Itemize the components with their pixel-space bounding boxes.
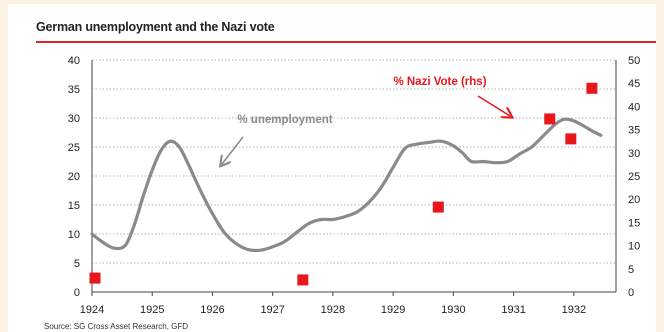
nazi-vote-arrow bbox=[477, 95, 510, 116]
y-tick-label: 40 bbox=[68, 55, 80, 67]
axes: 0 5 10 15 20 25 30 35 40 0 5 10 15 20 25 30 35 40 45 50 1924… bbox=[68, 55, 641, 316]
x-tick-label: 1931 bbox=[501, 304, 525, 316]
series-layer bbox=[89, 82, 603, 286]
nazi-vote-marker bbox=[432, 201, 444, 213]
title-rule bbox=[36, 41, 656, 43]
y-tick-label: 15 bbox=[68, 200, 80, 212]
x-tick-label: 1924 bbox=[80, 304, 104, 316]
y2-tick-label: 5 bbox=[628, 264, 634, 276]
y2-tick-label: 10 bbox=[628, 241, 640, 253]
x-tick-label: 1926 bbox=[200, 304, 224, 316]
unemployment-annotation: % unemployment bbox=[237, 114, 332, 126]
y2-tick-label: 40 bbox=[628, 101, 640, 113]
x-tick-label: 1928 bbox=[321, 304, 345, 316]
nazi-vote-marker bbox=[89, 272, 101, 284]
y-tick-label: 25 bbox=[68, 142, 80, 154]
y2-tick-label: 50 bbox=[628, 55, 640, 67]
unemployment-line bbox=[90, 117, 603, 253]
x-tick-label: 1925 bbox=[140, 304, 164, 316]
y-tick-label: 10 bbox=[68, 229, 80, 241]
source-note: Source: SG Cross Asset Research, GFD bbox=[44, 322, 189, 331]
unemployment-arrow bbox=[222, 136, 244, 164]
x-tick-label: 1930 bbox=[441, 304, 465, 316]
y-tick-label: 5 bbox=[74, 258, 80, 270]
y2-tick-label: 30 bbox=[628, 148, 640, 160]
y2-tick-label: 20 bbox=[628, 194, 640, 206]
y-tick-label: 20 bbox=[68, 171, 80, 183]
y-tick-label: 30 bbox=[68, 113, 80, 125]
y-tick-label: 35 bbox=[68, 84, 80, 96]
nazi-vote-marker bbox=[297, 274, 309, 286]
x-tick-label: 1932 bbox=[562, 304, 586, 316]
nazi-vote-marker bbox=[586, 82, 598, 94]
chart-title: German unemployment and the Nazi vote bbox=[36, 20, 275, 34]
nazi-vote-marker bbox=[544, 113, 556, 125]
y2-tick-label: 45 bbox=[628, 78, 640, 90]
x-tick-label: 1927 bbox=[260, 304, 284, 316]
x-tick-label: 1929 bbox=[381, 304, 405, 316]
y2-tick-label: 0 bbox=[628, 287, 634, 299]
y-tick-label: 0 bbox=[74, 287, 80, 299]
y2-tick-label: 15 bbox=[628, 217, 640, 229]
y2-tick-label: 25 bbox=[628, 171, 640, 183]
chart-panel bbox=[8, 4, 656, 332]
annotations: % unemployment % Nazi Vote (rhs) bbox=[222, 76, 510, 164]
y2-tick-label: 35 bbox=[628, 125, 640, 137]
nazi-vote-annotation: % Nazi Vote (rhs) bbox=[393, 76, 486, 88]
nazi-vote-marker bbox=[565, 133, 577, 145]
gridlines bbox=[92, 59, 616, 264]
